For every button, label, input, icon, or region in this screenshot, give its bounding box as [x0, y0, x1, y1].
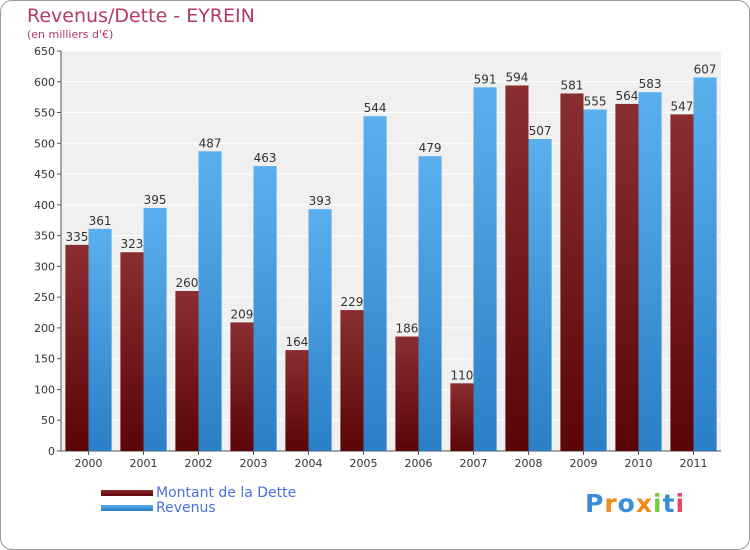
legend-label-revenus: Revenus	[156, 500, 216, 516]
data-label-revenus: 361	[89, 214, 112, 228]
legend-swatch-dette	[101, 490, 153, 496]
logo-letter: r	[604, 489, 618, 518]
chart-subtitle: (en milliers d'€)	[27, 28, 114, 41]
legend-label-dette: Montant de la Dette	[156, 485, 297, 501]
data-label-revenus: 393	[309, 194, 332, 208]
data-label-revenus: 463	[254, 151, 277, 165]
logo-letter: P	[585, 489, 605, 518]
x-tick-label: 2008	[515, 457, 543, 470]
bar-revenus	[583, 109, 607, 451]
y-tick-label: 50	[41, 414, 55, 427]
x-tick-label: 2001	[130, 457, 158, 470]
data-label-dette: 209	[230, 307, 253, 321]
data-label-dette: 229	[340, 295, 363, 309]
data-label-revenus: 507	[529, 124, 552, 138]
bar-revenus	[473, 87, 497, 452]
y-tick-label: 400	[34, 199, 55, 212]
bar-dette	[340, 310, 364, 451]
bar-revenus	[528, 139, 552, 451]
y-tick-label: 100	[34, 383, 55, 396]
data-label-dette: 547	[670, 99, 693, 113]
bar-revenus	[308, 209, 332, 451]
data-label-dette: 110	[450, 368, 473, 382]
x-tick-label: 2004	[295, 457, 323, 470]
bar-dette	[65, 244, 89, 451]
x-tick-label: 2006	[405, 457, 433, 470]
y-tick-label: 150	[34, 353, 55, 366]
y-tick-label: 300	[34, 260, 55, 273]
x-tick-label: 2007	[460, 457, 488, 470]
y-tick-label: 550	[34, 107, 55, 120]
data-label-revenus: 555	[584, 94, 607, 108]
plot-area	[61, 51, 721, 451]
data-label-revenus: 544	[364, 101, 387, 115]
y-tick-label: 500	[34, 137, 55, 150]
bar-dette	[615, 103, 639, 451]
bar-dette	[230, 322, 254, 451]
bar-dette	[395, 336, 419, 451]
x-tick-label: 2005	[350, 457, 378, 470]
proxiti-logo: Proxiti	[585, 489, 685, 518]
bar-revenus	[693, 77, 717, 451]
data-label-dette: 260	[175, 276, 198, 290]
bar-dette	[560, 93, 584, 451]
y-tick-label: 350	[34, 230, 55, 243]
y-tick-label: 200	[34, 322, 55, 335]
data-label-revenus: 591	[474, 72, 497, 86]
bar-dette	[670, 114, 694, 451]
legend-swatch-revenus	[101, 505, 153, 511]
x-tick-label: 2003	[240, 457, 268, 470]
y-tick-label: 450	[34, 168, 55, 181]
data-label-revenus: 607	[694, 62, 717, 76]
y-tick-label: 600	[34, 76, 55, 89]
bar-revenus	[638, 92, 662, 451]
bar-revenus	[143, 207, 167, 451]
data-label-revenus: 479	[419, 141, 442, 155]
logo-letter: i	[653, 489, 663, 518]
bar-dette	[505, 85, 529, 451]
bar-revenus	[253, 166, 277, 452]
bar-dette	[285, 350, 309, 451]
data-label-dette: 564	[615, 89, 638, 103]
logo-letter: o	[617, 489, 636, 518]
bar-dette	[120, 252, 144, 451]
x-tick-label: 2000	[75, 457, 103, 470]
x-tick-label: 2010	[625, 457, 653, 470]
y-tick-label: 0	[48, 445, 55, 458]
bar-revenus	[88, 228, 112, 451]
bar-revenus	[418, 156, 442, 451]
data-label-dette: 164	[285, 335, 308, 349]
bar-revenus	[363, 116, 387, 451]
data-label-dette: 594	[505, 70, 528, 84]
x-tick-label: 2002	[185, 457, 213, 470]
data-label-dette: 581	[560, 78, 583, 92]
data-label-revenus: 487	[199, 136, 222, 150]
bar-revenus	[198, 151, 222, 452]
y-tick-label: 250	[34, 291, 55, 304]
logo-letter: i	[675, 489, 686, 518]
bar-dette	[450, 383, 474, 451]
chart-title: Revenus/Dette - EYREIN	[27, 5, 255, 27]
data-label-revenus: 583	[639, 77, 662, 91]
data-label-revenus: 395	[144, 193, 167, 207]
logo-letter: x	[635, 489, 653, 518]
y-tick-label: 650	[34, 45, 55, 58]
x-tick-label: 2009	[570, 457, 598, 470]
logo-letter: t	[662, 489, 676, 518]
x-tick-label: 2011	[680, 457, 708, 470]
bar-dette	[175, 291, 199, 451]
data-label-dette: 335	[65, 230, 88, 244]
data-label-dette: 186	[395, 322, 418, 336]
data-label-dette: 323	[120, 237, 143, 251]
